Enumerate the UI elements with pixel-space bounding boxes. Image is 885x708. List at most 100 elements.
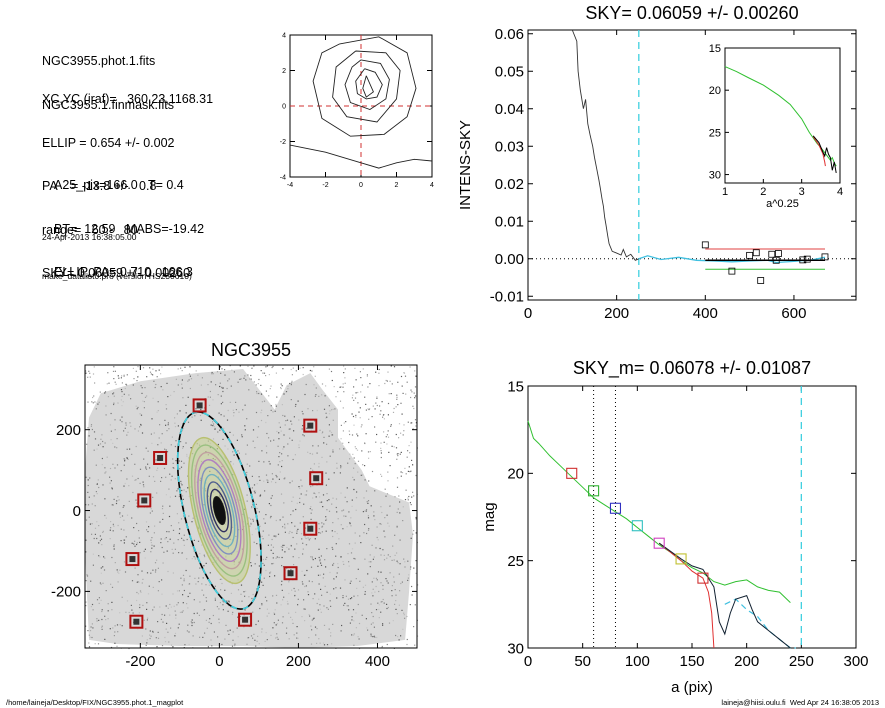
info-line: NGC3955.phot.1.fits bbox=[42, 54, 156, 68]
noise-speck bbox=[233, 415, 235, 417]
noise-speck bbox=[387, 606, 389, 609]
noise-speck bbox=[148, 526, 150, 528]
noise-speck bbox=[153, 606, 155, 608]
noise-speck bbox=[410, 441, 412, 443]
noise-speck bbox=[211, 371, 213, 374]
noise-speck bbox=[376, 433, 378, 436]
x-tick-label: 400 bbox=[365, 653, 390, 670]
noise-speck bbox=[397, 455, 399, 457]
noise-speck bbox=[179, 528, 181, 530]
noise-speck bbox=[172, 458, 174, 460]
noise-speck bbox=[293, 634, 295, 636]
info-line: BT= 12.59 MABS=-19.42 bbox=[54, 221, 205, 236]
noise-speck bbox=[182, 428, 185, 430]
noise-speck bbox=[338, 538, 340, 540]
noise-speck bbox=[221, 387, 223, 389]
noise-speck bbox=[303, 574, 306, 576]
noise-speck bbox=[280, 546, 282, 548]
noise-speck bbox=[362, 464, 364, 466]
noise-speck bbox=[382, 598, 384, 601]
noise-speck bbox=[354, 532, 356, 534]
noise-speck bbox=[91, 636, 93, 639]
sky-box-marker bbox=[757, 277, 765, 284]
noise-speck bbox=[240, 593, 242, 595]
noise-speck bbox=[162, 389, 164, 391]
info-line: NGC3955.1.finmask.fits bbox=[42, 97, 174, 112]
noise-speck bbox=[403, 614, 405, 616]
noise-speck bbox=[320, 562, 322, 564]
noise-speck bbox=[312, 485, 314, 487]
noise-speck bbox=[141, 387, 143, 389]
noise-speck bbox=[172, 572, 174, 574]
noise-speck bbox=[355, 497, 358, 499]
noise-speck bbox=[335, 498, 338, 500]
noise-speck bbox=[300, 479, 302, 481]
noise-speck bbox=[246, 463, 248, 465]
noise-speck bbox=[399, 453, 401, 455]
noise-speck bbox=[133, 378, 135, 380]
noise-speck bbox=[193, 612, 195, 615]
noise-speck bbox=[392, 411, 395, 413]
contour-line bbox=[362, 75, 374, 98]
noise-speck bbox=[129, 422, 131, 424]
noise-speck bbox=[221, 643, 223, 646]
y-tick-label: 20 bbox=[507, 466, 524, 483]
noise-speck bbox=[142, 604, 144, 606]
noise-speck bbox=[385, 495, 387, 497]
noise-speck bbox=[339, 386, 341, 388]
noise-speck bbox=[123, 539, 125, 541]
noise-speck bbox=[243, 614, 245, 616]
noise-speck bbox=[138, 530, 140, 532]
noise-speck bbox=[256, 483, 258, 485]
noise-speck bbox=[337, 391, 339, 393]
noise-speck bbox=[414, 397, 416, 399]
noise-speck bbox=[227, 630, 229, 632]
noise-speck bbox=[89, 523, 91, 525]
noise-speck bbox=[404, 467, 406, 469]
noise-speck bbox=[180, 441, 182, 443]
noise-speck bbox=[346, 526, 348, 528]
noise-speck bbox=[285, 632, 288, 634]
noise-speck bbox=[289, 428, 291, 430]
noise-speck bbox=[124, 460, 126, 462]
noise-speck bbox=[310, 512, 312, 514]
noise-speck bbox=[341, 624, 343, 627]
noise-speck bbox=[281, 549, 283, 551]
noise-speck bbox=[121, 416, 123, 418]
noise-speck bbox=[123, 458, 125, 460]
noise-speck bbox=[397, 381, 399, 383]
noise-speck bbox=[109, 529, 111, 531]
noise-speck bbox=[178, 460, 180, 462]
noise-speck bbox=[380, 442, 382, 444]
noise-speck bbox=[190, 447, 192, 449]
noise-speck bbox=[251, 507, 253, 509]
noise-speck bbox=[114, 370, 116, 372]
noise-speck bbox=[270, 409, 272, 411]
noise-speck bbox=[263, 400, 266, 402]
noise-speck bbox=[273, 613, 276, 615]
noise-speck bbox=[292, 496, 294, 498]
noise-speck bbox=[145, 468, 148, 470]
noise-speck bbox=[354, 542, 356, 544]
noise-speck bbox=[329, 455, 331, 457]
noise-speck bbox=[125, 611, 127, 613]
noise-speck bbox=[246, 471, 248, 474]
footer-path: /home/laineja/Desktop/FIX/NGC3955.phot.1… bbox=[6, 698, 184, 707]
noise-speck bbox=[339, 448, 341, 450]
noise-speck bbox=[360, 474, 362, 476]
noise-speck bbox=[399, 590, 401, 592]
noise-speck bbox=[210, 639, 212, 641]
noise-speck bbox=[207, 384, 209, 386]
noise-speck bbox=[188, 495, 190, 498]
noise-speck bbox=[304, 393, 306, 396]
noise-speck bbox=[321, 594, 323, 596]
noise-speck bbox=[183, 578, 185, 580]
noise-speck bbox=[208, 621, 210, 623]
noise-speck bbox=[267, 415, 269, 417]
noise-speck bbox=[243, 377, 245, 379]
noise-speck bbox=[259, 607, 261, 610]
noise-speck bbox=[309, 369, 311, 372]
noise-speck bbox=[144, 557, 146, 559]
noise-speck bbox=[263, 461, 265, 463]
noise-speck bbox=[164, 636, 166, 639]
